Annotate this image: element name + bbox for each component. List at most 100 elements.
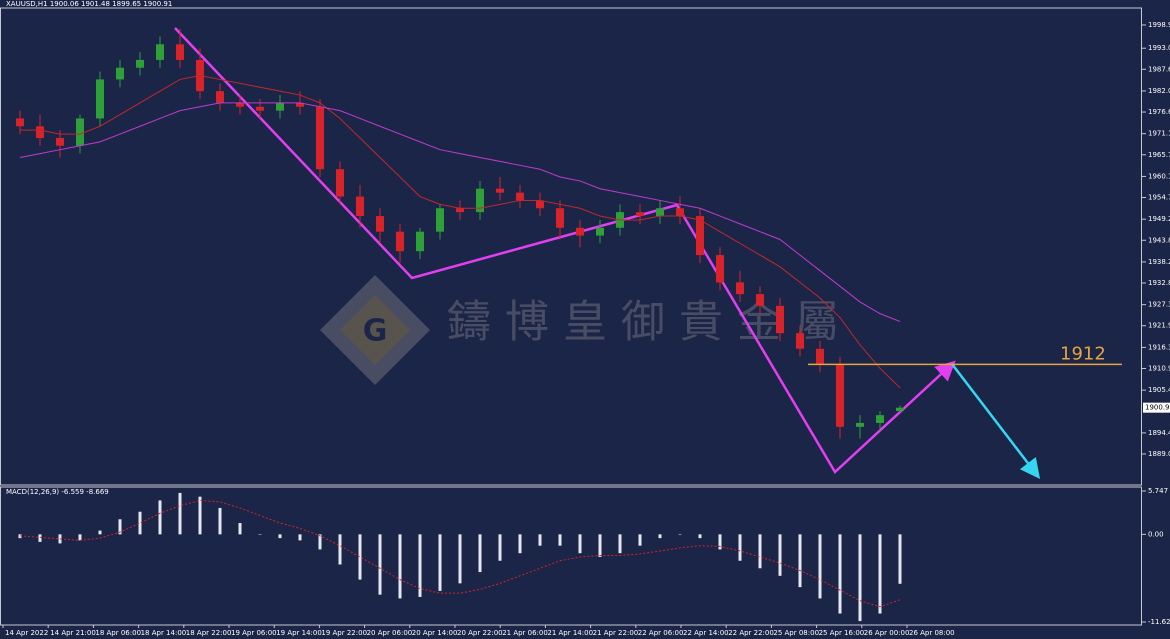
macd-bar [238,523,242,535]
candle-body [896,407,904,411]
macd-signal [19,499,901,608]
macd-bar [418,534,422,597]
candle-body [216,91,224,103]
macd-tick-label: 0.00 [1148,530,1164,538]
price-panel [0,7,1142,486]
macd-bar [178,492,182,535]
candle-body [116,67,124,80]
macd-bar [118,519,122,535]
candle-body [536,200,544,209]
macd-bar [698,534,702,539]
macd-bar [558,534,562,546]
x-tick-label: 22 Apr 06:00 [638,629,684,637]
logo: G [320,275,430,385]
macd-bar [458,534,462,584]
macd-bar [38,534,42,542]
y-tick-label: 1965.70 [1148,151,1170,159]
macd-bar [378,534,382,595]
moving-average [19,102,901,322]
candle-body [36,126,44,138]
macd-bar [358,534,362,580]
macd-bar [278,534,282,539]
macd-bar [298,534,302,541]
macd-bar [638,534,642,546]
candle-body [276,102,284,111]
y-tick-label: 1943.80 [1148,236,1170,244]
candle-body [316,106,324,170]
y-tick-label: 1982.05 [1148,87,1170,95]
macd-bar [858,534,862,622]
macd-bar [718,534,722,550]
candle-body [416,231,424,252]
price-tag: 1900.91 [1145,404,1170,412]
x-tick-label: 21 Apr 14:00 [547,629,593,637]
macd-bar [598,534,602,557]
macd-bar [138,511,142,535]
candle-body [336,169,344,197]
macd-bar [98,530,102,535]
candle-body [456,208,464,213]
candle-body [296,102,304,107]
macd-bar [838,534,842,614]
candle-body [356,196,364,217]
y-tick-label: 1889.05 [1148,450,1170,458]
candle-body [576,227,584,236]
x-tick-label: 26 Apr 08:00 [909,629,955,637]
level-label: 1912 [1060,343,1106,364]
macd-bar [818,534,822,599]
y-tick-label: 1949.20 [1148,215,1170,223]
macd-bar [678,534,682,535]
x-tick-label: 21 Apr 22:00 [593,629,639,637]
candle-body [496,188,504,193]
candle-body [656,208,664,217]
candle-body [136,59,144,68]
candle-body [396,231,404,252]
moving-average [20,75,901,389]
candle-body [56,137,64,146]
macd-bar [658,534,662,539]
candle-body [776,305,784,334]
candle-body [556,208,564,228]
candle-body [516,192,524,201]
macd-panel [0,486,1142,626]
x-tick-label: 14 Apr 21:00 [50,629,96,637]
y-tick-label: 1932.85 [1148,279,1170,287]
macd-bar [498,534,502,561]
x-tick-label: 19 Apr 06:00 [231,629,277,637]
x-tick-label: 22 Apr 14:00 [683,629,729,637]
macd-bar [898,534,902,584]
svg-text:G: G [363,314,388,349]
x-tick-label: 25 Apr 08:00 [773,629,819,637]
macd-bar [778,534,782,576]
y-tick-label: 1916.35 [1148,343,1170,351]
forecast-arrow [951,363,1041,479]
y-tick-label: 1954.75 [1148,194,1170,202]
macd-bar [618,534,622,554]
macd-bar [878,534,882,614]
candle-body [736,282,744,295]
macd-bar [538,534,542,546]
x-tick-label: 19 Apr 22:00 [321,629,367,637]
x-tick-label: 18 Apr 22:00 [186,629,232,637]
macd-tick-label: 5.747 [1148,487,1168,495]
candle-body [676,208,684,217]
macd-bar [438,534,442,591]
candle-body [476,188,484,213]
candle-body [716,255,724,283]
macd-title: MACD(12,26,9) -6.559 -8.669 [6,488,109,496]
candle-body [796,333,804,349]
macd-bar [318,534,322,550]
macd-bar [398,534,402,599]
candle-body [636,212,644,217]
macd-bar [478,534,482,573]
y-tick-label: 1971.10 [1148,130,1170,138]
price-tag-box [1143,402,1170,413]
y-tick-label: 1998.95 [1148,21,1170,29]
y-tick-label: 1993.00 [1148,44,1170,52]
candle-body [436,208,444,232]
x-tick-label: 20 Apr 22:00 [457,629,503,637]
y-tick-label: 1976.65 [1148,108,1170,116]
chart-title: XAUUSD,H1 1900.06 1901.48 1899.65 1900.9… [6,0,172,8]
